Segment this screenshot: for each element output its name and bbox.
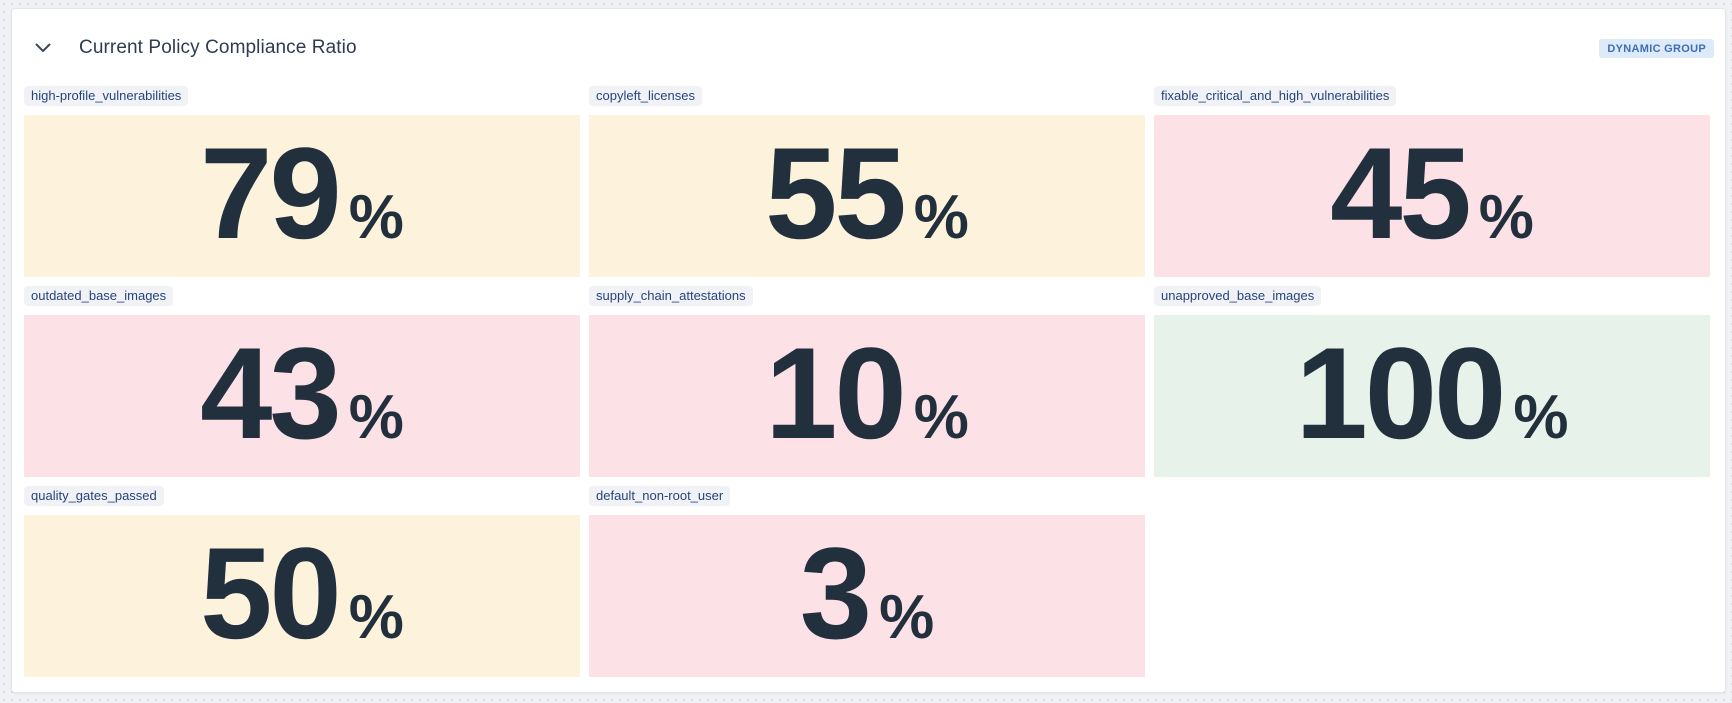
stat-value: 45 [1330, 120, 1472, 266]
stat-value: 55 [765, 120, 907, 266]
stat-panel[interactable]: 43 % [24, 315, 580, 477]
stat-cell: high-profile_vulnerabilities 79 % [24, 86, 580, 277]
stat-value-row: 43 % [200, 328, 404, 464]
stat-cell: copyleft_licenses 55 % [589, 86, 1145, 277]
stat-unit: % [348, 583, 404, 652]
policy-label-pill[interactable]: outdated_base_images [24, 286, 174, 306]
policy-label-pill[interactable]: high-profile_vulnerabilities [24, 86, 189, 106]
stat-unit: % [1478, 183, 1534, 252]
stat-unit: % [348, 183, 404, 252]
stat-cell: unapproved_base_images 100 % [1154, 286, 1710, 477]
stat-panel[interactable]: 55 % [589, 115, 1145, 277]
stat-value-row: 10 % [765, 328, 969, 464]
stat-unit: % [1513, 383, 1569, 452]
stat-value-row: 79 % [200, 128, 404, 264]
stat-panel[interactable]: 100 % [1154, 315, 1710, 477]
policy-label-pill[interactable]: quality_gates_passed [24, 486, 164, 506]
stat-value-row: 100 % [1295, 328, 1568, 464]
stats-grid: high-profile_vulnerabilities 79 % copyle… [24, 86, 1710, 677]
stat-value-row: 45 % [1330, 128, 1534, 264]
stat-unit: % [913, 383, 969, 452]
stat-panel[interactable]: 50 % [24, 515, 580, 677]
stat-value-row: 55 % [765, 128, 969, 264]
stat-cell: outdated_base_images 43 % [24, 286, 580, 477]
stat-unit: % [348, 383, 404, 452]
stat-cell: supply_chain_attestations 10 % [589, 286, 1145, 477]
dynamic-group-badge: DYNAMIC GROUP [1599, 38, 1714, 58]
stat-value: 79 [200, 120, 342, 266]
stat-panel[interactable]: 79 % [24, 115, 580, 277]
stat-unit: % [879, 583, 935, 652]
stat-value-row: 50 % [200, 528, 404, 664]
stat-panel[interactable]: 10 % [589, 315, 1145, 477]
widget-title: Current Policy Compliance Ratio [79, 37, 357, 58]
stat-value-row: 3 % [800, 528, 934, 664]
stat-panel[interactable]: 3 % [589, 515, 1145, 677]
policy-label-pill[interactable]: copyleft_licenses [589, 86, 702, 106]
policy-label-pill[interactable]: supply_chain_attestations [589, 286, 753, 306]
stat-value: 10 [765, 320, 907, 466]
stat-value: 3 [799, 520, 872, 666]
stat-unit: % [913, 183, 969, 252]
stat-value: 50 [200, 520, 342, 666]
policy-label-pill[interactable]: unapproved_base_images [1154, 286, 1322, 306]
policy-label-pill[interactable]: fixable_critical_and_high_vulnerabilitie… [1154, 86, 1397, 106]
stat-cell: quality_gates_passed 50 % [24, 486, 580, 677]
stat-panel[interactable]: 45 % [1154, 115, 1710, 277]
widget-header: Current Policy Compliance Ratio DYNAMIC … [35, 36, 1714, 60]
policy-label-pill[interactable]: default_non-root_user [589, 486, 731, 506]
stat-value: 100 [1295, 320, 1506, 466]
stat-cell: default_non-root_user 3 % [589, 486, 1145, 677]
chevron-down-icon [35, 43, 51, 52]
stat-value: 43 [200, 320, 342, 466]
compliance-widget-card: Current Policy Compliance Ratio DYNAMIC … [11, 8, 1726, 693]
stat-cell: fixable_critical_and_high_vulnerabilitie… [1154, 86, 1710, 277]
collapse-toggle-button[interactable] [35, 42, 51, 54]
